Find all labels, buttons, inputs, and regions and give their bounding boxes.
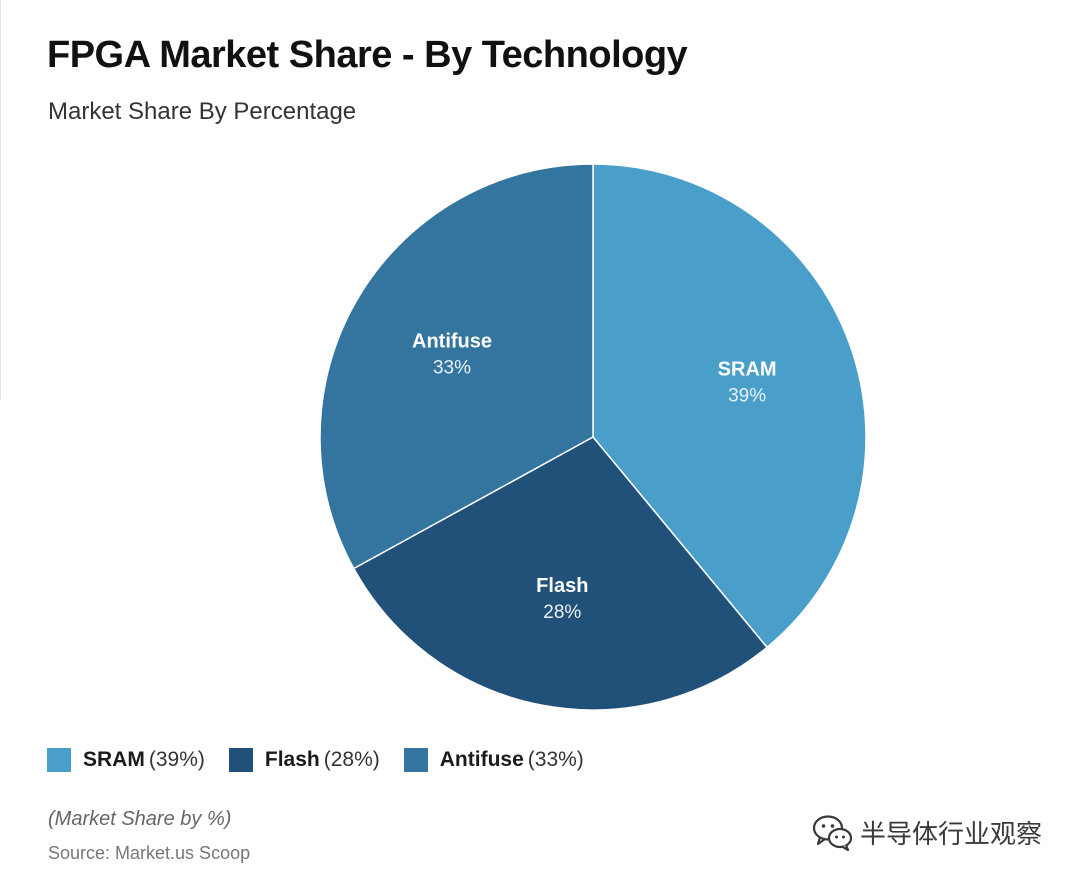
slice-label-sram: SRAM xyxy=(718,359,777,381)
legend-label-flash: Flash xyxy=(264,748,320,771)
chart-legend: SRAM (39%) Flash (28%) Antifuse (33%) xyxy=(47,745,608,775)
pie-slices xyxy=(319,163,867,711)
legend-label-sram: SRAM xyxy=(83,748,145,771)
pie-labels: SRAM 39% Flash 28% Antifuse 33% xyxy=(412,331,777,623)
pie-chart: SRAM 39% Flash 28% Antifuse 33% xyxy=(319,163,867,711)
slice-value-antifuse: 33% xyxy=(433,358,471,379)
legend-item-antifuse[interactable]: Antifuse (33%) xyxy=(403,748,584,772)
slice-label-flash: Flash xyxy=(536,575,588,597)
chart-source: Source: Market.us Scoop xyxy=(48,843,251,863)
legend-swatch-flash xyxy=(228,748,253,772)
legend-label-antifuse: Antifuse xyxy=(439,748,524,771)
legend-item-flash[interactable]: Flash (28%) xyxy=(228,748,380,772)
left-border-line xyxy=(0,0,1,400)
legend-swatch-antifuse xyxy=(403,748,428,772)
pie-slice-sram[interactable] xyxy=(592,163,867,649)
watermark-text: 半导体行业观察 xyxy=(860,819,1043,850)
slice-value-sram: 39% xyxy=(728,386,766,407)
legend-swatch-sram xyxy=(47,748,71,772)
pie-slice-flash[interactable] xyxy=(352,436,769,711)
legend-value-flash: (28%) xyxy=(323,748,380,771)
pie-slice-antifuse[interactable] xyxy=(319,163,594,570)
chart-title: FPGA Market Share - By Technology xyxy=(47,34,688,76)
slice-label-antifuse: Antifuse xyxy=(412,331,492,353)
legend-item-sram[interactable]: SRAM (39%) xyxy=(47,748,205,772)
wechat-watermark: 半导体行业观察 xyxy=(812,812,1042,852)
legend-value-antifuse: (33%) xyxy=(527,748,584,771)
chart-subtitle: Market Share By Percentage xyxy=(48,98,357,125)
slice-value-flash: 28% xyxy=(543,602,581,623)
wechat-icon xyxy=(812,815,853,852)
chart-note: (Market Share by %) xyxy=(48,808,232,830)
legend-value-sram: (39%) xyxy=(148,748,205,771)
